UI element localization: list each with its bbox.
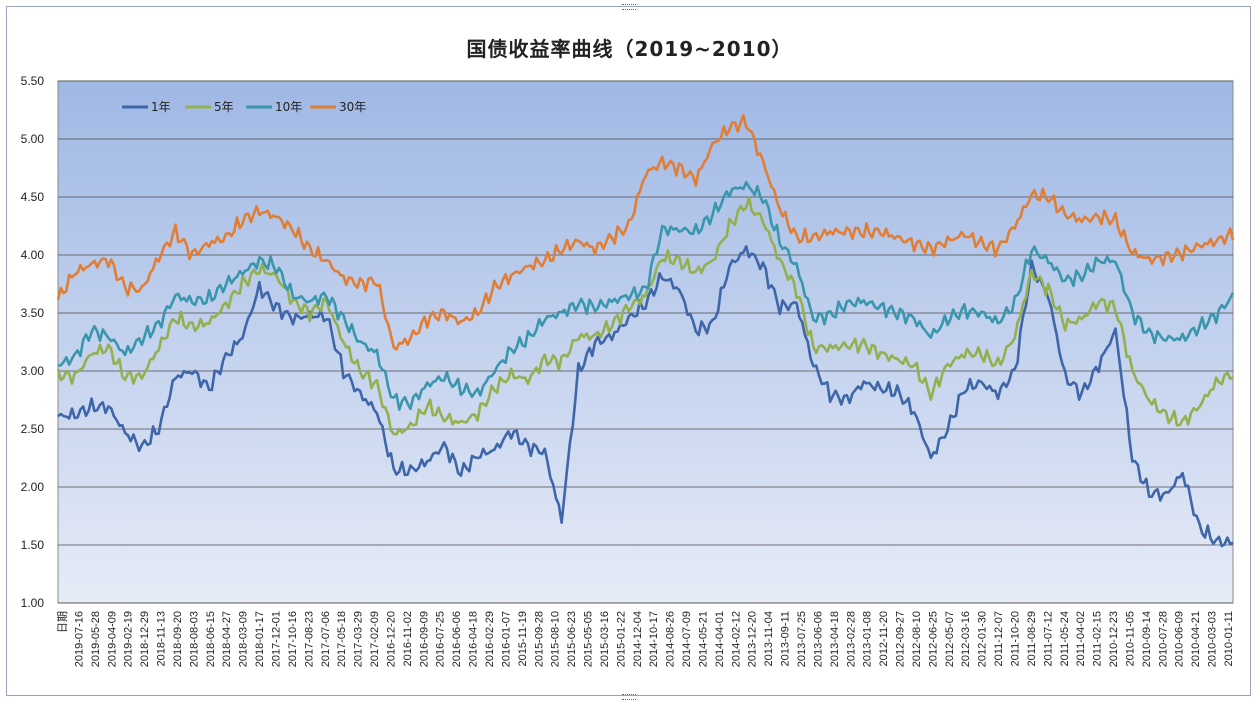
x-tick-label: 2013-12-20 [747, 611, 759, 667]
x-tick-label: 2017-03-29 [353, 611, 365, 667]
x-tick-label: 2016-01-07 [500, 611, 512, 667]
x-tick-label: 2018-01-17 [254, 611, 266, 667]
series-line-3 [57, 180, 1235, 411]
x-tick-label: 2014-10-17 [648, 611, 660, 667]
x-tick-label: 2012-09-27 [895, 611, 907, 667]
x-tick-label: 2016-12-20 [385, 611, 397, 667]
y-tick-label: 2.50 [21, 422, 45, 436]
x-tick-label: 2010-06-09 [1174, 611, 1186, 667]
x-tick-label: 2017-02-09 [369, 611, 381, 667]
series-line-2 [56, 196, 1234, 436]
x-tick-label: 2010-04-21 [1190, 611, 1202, 667]
x-tick-label: 2011-02-15 [1092, 611, 1104, 666]
x-tick-label: 2015-08-10 [550, 611, 562, 667]
x-tick-label: 2012-01-30 [977, 611, 989, 667]
chart-title: 国债收益率曲线（2019~2010） [466, 37, 793, 61]
x-tick-label: 2017-07-06 [320, 611, 332, 667]
x-tick-label: 2017-08-23 [303, 611, 315, 667]
x-tick-label: 2016-09-09 [418, 611, 430, 667]
series-line-1 [57, 245, 1234, 548]
y-tick-label: 1.00 [21, 596, 45, 610]
x-tick-label: 2011-12-07 [993, 611, 1005, 666]
x-tick-label: 2014-08-26 [665, 611, 677, 667]
x-tick-label: 2014-07-09 [681, 611, 693, 667]
x-tick-label: 2018-06-15 [205, 611, 217, 667]
gridlines [58, 80, 1233, 604]
y-axis-ticks: 1.00 1.50 2.00 2.50 3.00 3.50 4.00 4.50 5.00 5.50 [21, 74, 45, 610]
x-tick-label: 2018-09-20 [172, 611, 184, 667]
legend-label: 1年 [151, 100, 171, 114]
x-tick-label: 2015-09-28 [533, 611, 545, 667]
y-tick-label: 3.00 [21, 364, 45, 378]
x-tick-label: 2016-02-29 [484, 611, 496, 667]
y-tick-label: 4.00 [21, 248, 45, 262]
x-tick-label: 2011-04-02 [1075, 611, 1087, 666]
y-tick-label: 2.00 [21, 480, 45, 494]
x-tick-label: 2019-07-16 [73, 611, 85, 667]
x-tick-label: 2019-04-09 [106, 611, 118, 667]
series-lines [56, 113, 1235, 548]
x-tick-label: 2010-09-14 [1141, 611, 1153, 667]
x-tick-label: 2010-01-11 [1223, 611, 1235, 666]
x-tick-label: 2011-07-12 [1042, 611, 1054, 666]
x-tick-label: 2014-02-12 [730, 611, 742, 667]
x-tick-label: 2010-07-28 [1157, 611, 1169, 667]
x-tick-label: 2018-12-29 [139, 611, 151, 667]
x-tick-label: 2018-08-03 [188, 611, 200, 667]
x-tick-label: 2015-03-16 [599, 611, 611, 667]
x-tick-label: 2015-11-19 [517, 611, 529, 666]
x-tick-label: 2013-02-28 [845, 611, 857, 667]
y-tick-label: 1.50 [21, 538, 45, 552]
y-tick-label: 5.50 [21, 74, 45, 88]
x-tick-label: 2010-11-05 [1124, 611, 1136, 666]
x-tick-label: 2013-09-11 [780, 611, 792, 666]
x-tick-label: 2011-08-29 [1026, 611, 1038, 666]
x-tick-label: 2017-12-01 [270, 611, 282, 667]
x-tick-label: 2018-11-13 [156, 611, 168, 666]
resize-handle-bottom[interactable] [622, 694, 636, 700]
x-tick-label: 2010-12-23 [1108, 611, 1120, 667]
x-tick-label: 2015-05-05 [583, 611, 595, 667]
legend-label: 30年 [339, 100, 366, 114]
x-tick-label: 2014-05-21 [697, 611, 709, 667]
x-tick-label: 2010-03-03 [1207, 611, 1219, 667]
x-tick-label: 2012-11-20 [878, 611, 890, 666]
x-tick-label: 2013-07-25 [796, 611, 808, 667]
x-tick-label: 2013-06-06 [812, 611, 824, 667]
x-tick-label: 2013-01-08 [862, 611, 874, 667]
x-tick-label: 2012-08-10 [911, 611, 923, 667]
legend: 1年 5年 10年 30年 [122, 100, 366, 114]
y-tick-label: 4.50 [21, 190, 45, 204]
x-tick-label: 2012-06-25 [927, 611, 939, 667]
x-tick-label: 2019-02-19 [123, 611, 135, 667]
x-tick-label: 2018-04-27 [221, 611, 233, 667]
x-tick-label: 2017-05-18 [336, 611, 348, 667]
x-tick-label: 2011-10-20 [1010, 611, 1022, 666]
x-tick-label: 2011-05-24 [1059, 611, 1071, 666]
x-tick-label: 2016-04-18 [468, 611, 480, 667]
x-tick-label: 2016-11-02 [402, 611, 414, 666]
resize-handle-top[interactable] [622, 4, 636, 10]
x-tick-label: 2012-03-16 [960, 611, 972, 667]
x-axis-ticks: 日期 2019-07-16 2019-05-28 2019-04-09 2019-02-… [56, 611, 1235, 667]
x-tick-label: 2012-05-07 [944, 611, 956, 667]
x-tick-label: 2014-04-01 [714, 611, 726, 667]
y-tick-label: 5.00 [21, 132, 45, 146]
x-tick-label: 2018-03-09 [238, 611, 250, 667]
legend-label: 5年 [214, 100, 234, 114]
x-tick-label: 2015-01-22 [615, 611, 627, 667]
x-tick-label: 2017-10-16 [287, 611, 299, 667]
x-tick-label: 2013-11-04 [763, 611, 775, 666]
x-tick-label: 2016-07-25 [435, 611, 447, 667]
series-line-4 [56, 113, 1235, 351]
x-tick-label: 2019-05-28 [90, 611, 102, 667]
x-axis-category-label: 日期 [56, 611, 69, 633]
legend-label: 10年 [275, 100, 302, 114]
x-tick-label: 2013-04-18 [829, 611, 841, 667]
x-tick-label: 2015-06-23 [566, 611, 578, 667]
x-tick-label: 2016-06-06 [451, 611, 463, 667]
y-tick-label: 3.50 [21, 306, 45, 320]
x-tick-label: 2014-12-04 [632, 611, 644, 667]
